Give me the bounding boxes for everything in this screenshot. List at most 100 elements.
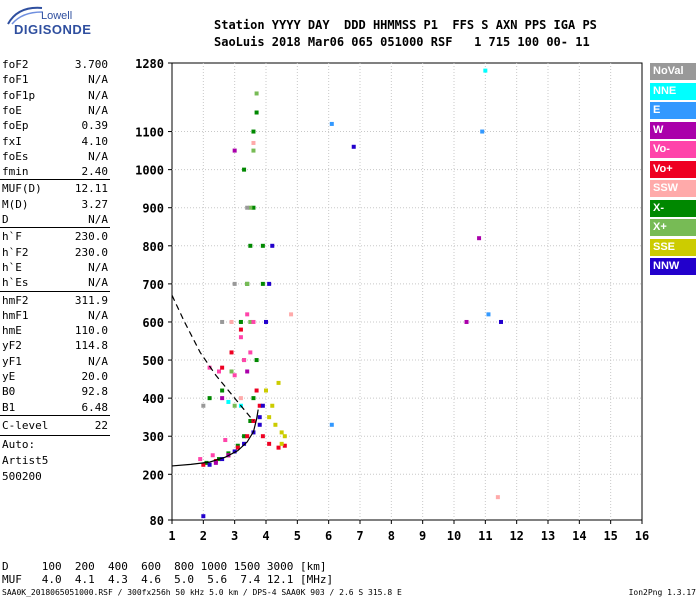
data-point: [264, 319, 268, 324]
param-row: B1 6.48: [2, 401, 108, 415]
param-name: yF2: [2, 339, 22, 353]
data-point: [238, 335, 243, 340]
legend-item: SSW: [650, 180, 696, 197]
y-tick-label: 900: [142, 202, 164, 216]
separator-line: [0, 414, 110, 416]
param-name: D: [2, 213, 9, 226]
param-row: hmE 110.0: [2, 324, 108, 338]
param-name: fxI: [2, 134, 22, 148]
data-point: [464, 319, 469, 324]
param-value: 12.11: [74, 182, 108, 196]
logo-arc-icon: [7, 6, 43, 25]
y-tick-label: 700: [142, 278, 164, 292]
data-point: [201, 403, 206, 408]
data-point: [229, 319, 234, 324]
param-row: yF1 N/A: [2, 355, 108, 369]
data-point: [223, 438, 228, 443]
data-point: [242, 167, 247, 172]
data-point: [257, 415, 262, 420]
data-point: [201, 462, 206, 467]
y-tick-label: 800: [142, 240, 164, 254]
y-tick-label: 1100: [135, 126, 164, 140]
param-row: h`F 230.0: [2, 230, 108, 244]
data-point: [254, 91, 259, 96]
param-row: fxI 4.10: [2, 135, 108, 149]
data-point: [238, 396, 243, 401]
param-value: N/A: [88, 88, 108, 102]
data-point: [242, 441, 247, 446]
data-point: [242, 434, 247, 439]
data-point: [245, 434, 250, 439]
param-name: B1: [2, 400, 16, 414]
data-point: [232, 281, 237, 286]
data-point: [238, 319, 243, 324]
data-point: [270, 403, 275, 408]
data-point: [248, 243, 253, 248]
data-point: [245, 369, 250, 374]
data-point: [245, 281, 250, 286]
x-tick-label: 12: [509, 529, 523, 543]
data-point: [220, 396, 225, 401]
param-value: 20.0: [81, 370, 109, 383]
data-point: [232, 403, 237, 408]
info-code: 500200: [2, 469, 42, 483]
data-point: [251, 396, 256, 401]
param-name: B0: [2, 385, 16, 399]
legend-item: NNW: [650, 258, 696, 275]
legend-item: SSE: [650, 238, 696, 256]
info-auto: Auto:: [2, 437, 36, 451]
data-point: [486, 312, 491, 317]
param-name: h`E: [2, 260, 22, 274]
y-tick-label: 300: [142, 430, 164, 444]
param-row: hmF1 N/A: [2, 309, 108, 323]
clevel-row: C-level 22: [2, 419, 108, 433]
data-point: [251, 319, 256, 324]
data-point: [248, 319, 253, 324]
param-row: foEs N/A: [2, 150, 108, 164]
x-tick-label: 4: [262, 529, 269, 543]
param-value: N/A: [88, 213, 108, 226]
data-point: [289, 312, 294, 317]
param-value: 92.8: [81, 385, 109, 399]
data-point: [238, 327, 243, 332]
param-row: foF2 3.700: [2, 58, 108, 72]
plot-frame: [171, 62, 643, 521]
y-tick-label: 600: [142, 316, 164, 330]
param-value: 230.0: [74, 230, 108, 244]
param-row: yF2 114.8: [2, 339, 108, 353]
data-point: [229, 369, 234, 374]
data-point: [213, 460, 218, 465]
param-name: foEs: [2, 149, 29, 163]
data-point: [248, 350, 253, 355]
data-point: [229, 350, 234, 355]
param-value: N/A: [88, 308, 108, 322]
data-point: [254, 110, 259, 115]
data-point: [477, 236, 482, 241]
data-point: [483, 68, 488, 73]
x-tick-label: 9: [419, 529, 426, 543]
data-point: [235, 445, 240, 450]
param-name: hmE: [2, 324, 22, 338]
data-point: [282, 434, 287, 439]
x-tick-label: 2: [200, 529, 207, 543]
legend-item: Vo-: [650, 141, 696, 158]
legend-item: W: [650, 121, 696, 139]
logo-lowell-text: Lowell: [41, 10, 73, 22]
data-point: [267, 415, 272, 420]
legend-item: NNE: [650, 82, 696, 100]
param-name: foF1: [2, 73, 29, 87]
data-point: [201, 514, 206, 519]
data-point: [254, 388, 259, 393]
x-tick-label: 1: [168, 529, 175, 543]
param-value: 114.8: [74, 339, 108, 353]
param-row: foF1 N/A: [2, 73, 108, 87]
param-value: 4.10: [81, 134, 109, 148]
data-point: [267, 441, 272, 446]
param-name: MUF(D): [2, 182, 42, 196]
param-row: D N/A: [2, 213, 108, 227]
clevel-name: C-level: [2, 418, 49, 432]
header-values: SaoLuis 2018 Mar06 065 051000 RSF 1 715 …: [214, 35, 590, 49]
footer-info: SAA0K_2018065051000.RSF / 300fx256h 50 k…: [2, 588, 402, 597]
data-point: [495, 495, 500, 500]
